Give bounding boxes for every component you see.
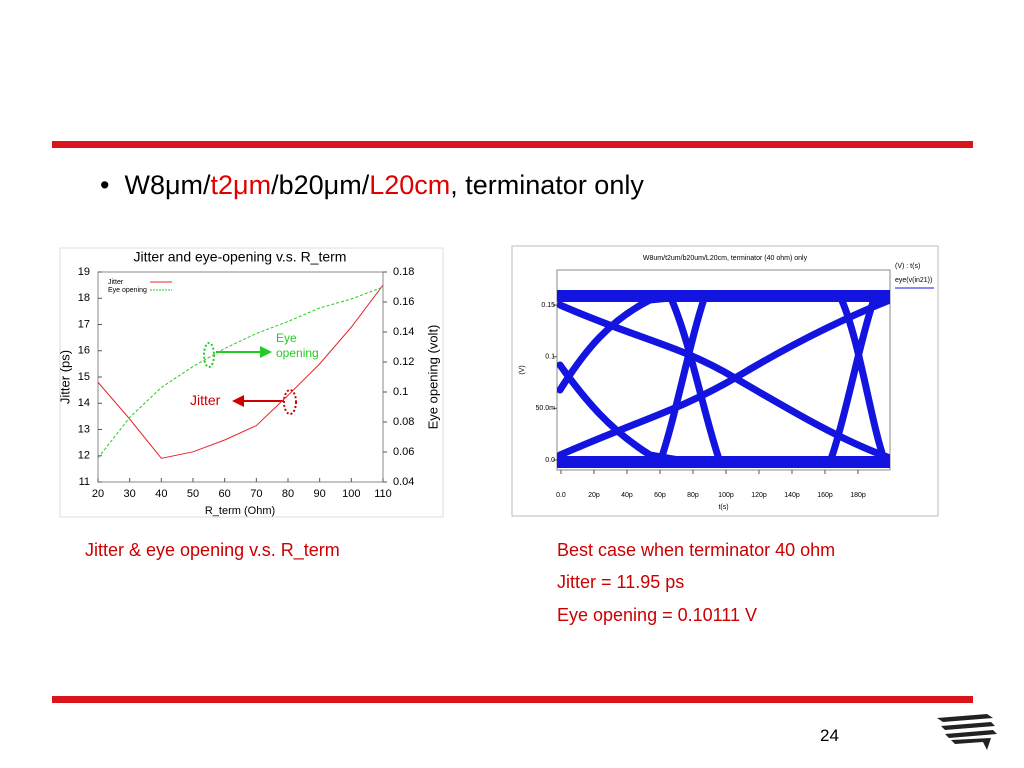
- y-tick-label: 17: [78, 318, 90, 330]
- x-tick-label: 20: [92, 488, 104, 500]
- annotation: Jitter: [190, 392, 221, 408]
- caption: Jitter = 11.95 ps: [557, 572, 685, 592]
- y2-tick-label: 0.16: [393, 296, 414, 308]
- x-tick-label: 160p: [817, 492, 833, 499]
- x-tick-label: 30: [124, 488, 136, 500]
- y-tick-label: 0.1: [545, 354, 555, 361]
- x-tick-label: 50: [187, 488, 199, 500]
- x-tick-label: 100: [342, 488, 360, 500]
- chart-title: W8um/t2um/b20um/L20cm, terminator (40 oh…: [643, 255, 808, 262]
- chart-frame: [59, 247, 444, 518]
- y-axis-label: (V): [519, 365, 526, 374]
- page-number: 24: [820, 726, 839, 745]
- bullet-heading: • W8μm/t2μm/b20μm/L20cm, terminator only: [100, 170, 644, 201]
- x-tick-label: 20p: [588, 492, 600, 499]
- caption: Jitter & eye opening v.s. R_term: [85, 540, 340, 560]
- heading-part: L20cm: [369, 170, 451, 200]
- x-tick-label: 60p: [654, 492, 666, 499]
- y2-tick-label: 0.1: [393, 386, 408, 398]
- bottom-rule: [52, 696, 973, 703]
- y-tick-label: 12: [78, 450, 90, 462]
- legend-label: Jitter: [108, 279, 124, 286]
- heading-part: t2μm: [210, 170, 272, 200]
- y-tick-label: 50.0m: [536, 405, 556, 412]
- legend-label: (V) : t(s): [895, 263, 920, 270]
- y2-tick-label: 0.14: [393, 326, 414, 338]
- y-tick-label: 18: [78, 292, 90, 304]
- y-tick-label: 15: [78, 371, 90, 383]
- x-axis-label: R_term (Ohm): [205, 505, 275, 517]
- x-tick-label: 40: [155, 488, 167, 500]
- y-tick-label: 19: [78, 266, 90, 278]
- x-tick-label: 80: [282, 488, 294, 500]
- y2-tick-label: 0.18: [393, 266, 414, 278]
- bullet: •: [100, 170, 125, 200]
- y2-tick-label: 0.04: [393, 476, 414, 488]
- y2-tick-label: 0.08: [393, 416, 414, 428]
- annotation: Eye opening: [276, 331, 319, 360]
- x-tick-label: 0.0: [556, 492, 566, 499]
- x-axis-label: t(s): [718, 504, 728, 511]
- top-rule: [52, 141, 973, 148]
- y-tick-label: 0.0: [545, 457, 555, 464]
- x-tick-label: 120p: [751, 492, 767, 499]
- y2-tick-label: 0.06: [393, 446, 414, 458]
- y-tick-label: 14: [78, 397, 90, 409]
- annotation-marks: [203, 342, 297, 415]
- y-tick-label: 13: [78, 423, 90, 435]
- logo: [937, 714, 997, 750]
- x-tick-label: 110: [374, 488, 392, 500]
- series-line: [97, 286, 384, 459]
- y2-axis-label: Eye opening (volt): [425, 325, 440, 430]
- eye-traces: [557, 290, 890, 468]
- x-tick-label: 70: [250, 488, 262, 500]
- heading-part: /b20μm/: [271, 170, 370, 200]
- legend-label: Eye opening: [108, 287, 147, 294]
- legend-label: eye(v(in21)): [895, 277, 932, 284]
- eye-arrowhead: [260, 346, 272, 358]
- x-tick-label: 80p: [687, 492, 699, 499]
- y-tick-label: 16: [78, 345, 90, 357]
- x-tick-label: 140p: [784, 492, 800, 499]
- caption: Best case when terminator 40 ohm: [557, 540, 836, 560]
- jitter-arrowhead: [232, 395, 244, 407]
- y-axis-label: Jitter (ps): [57, 350, 72, 404]
- caption: Eye opening = 0.10111 V: [557, 605, 757, 625]
- y-tick-label: 11: [79, 476, 90, 488]
- x-tick-label: 90: [314, 488, 326, 500]
- x-tick-label: 60: [219, 488, 231, 500]
- series-line: [97, 284, 384, 459]
- y2-tick-label: 0.12: [393, 356, 414, 368]
- heading-part: , terminator only: [450, 170, 644, 200]
- x-tick-label: 180p: [850, 492, 866, 499]
- x-tick-label: 100p: [718, 492, 734, 499]
- y-tick-label: 0.15: [541, 302, 555, 309]
- x-tick-label: 40p: [621, 492, 633, 499]
- chart-title: Jitter and eye-opening v.s. R_term: [134, 249, 347, 265]
- heading-part: W8μm/: [124, 170, 211, 200]
